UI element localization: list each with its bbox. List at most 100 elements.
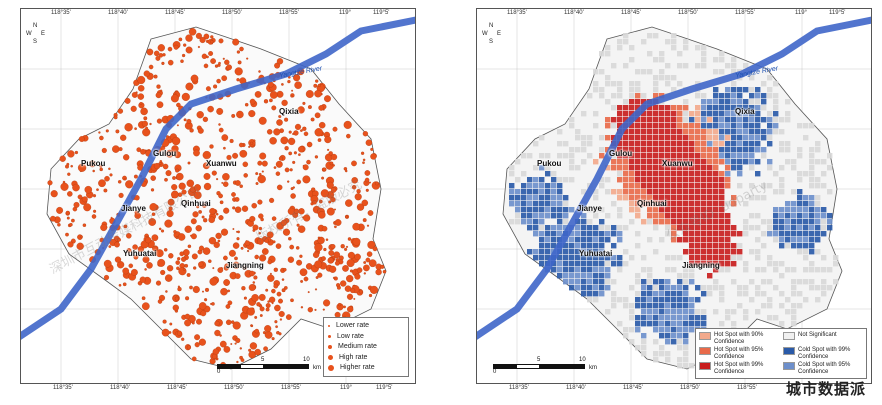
hotspot-cell (755, 105, 761, 111)
hotspot-cell (665, 195, 671, 201)
rate-dot (241, 286, 246, 291)
hotspot-cell (575, 255, 581, 261)
hotspot-cell (665, 75, 671, 81)
rate-dot (186, 179, 195, 188)
hotspot-cell (665, 183, 671, 189)
rate-dot (223, 255, 228, 261)
hotspot-cell (737, 123, 743, 129)
hotspot-cell (599, 279, 605, 285)
hotspot-cell (725, 63, 731, 69)
rate-dot (202, 290, 204, 293)
hotspot-cell (629, 123, 635, 129)
hotspot-cell (653, 123, 659, 129)
hotspot-cell (809, 225, 815, 231)
hotspot-cell (767, 129, 773, 135)
legend-hot95: Hot Spot with 95% Confidence (699, 347, 779, 360)
hotspot-cell (563, 219, 569, 225)
rate-dot (264, 325, 272, 333)
hotspot-cell (695, 255, 701, 261)
hotspot-cell (827, 225, 833, 231)
rate-dot (180, 59, 184, 63)
hotspot-cell (671, 315, 677, 321)
rate-dot (249, 342, 258, 350)
rate-dot (363, 264, 370, 272)
hotspot-cell (641, 111, 647, 117)
scale-zero: 0 (493, 369, 497, 375)
rate-dot (149, 203, 158, 211)
hotspot-cell (617, 105, 623, 111)
rate-dot (285, 314, 292, 320)
hotspot-cell (605, 231, 611, 237)
hotspot-cell (569, 207, 575, 213)
rate-dot (314, 288, 318, 291)
top-tick-6: 119°5' (829, 10, 846, 16)
hotspot-cell (701, 123, 707, 129)
hotspot-cell (695, 321, 701, 327)
hotspot-cell (521, 219, 527, 225)
hotspot-cell (827, 189, 833, 195)
rate-dot (91, 214, 97, 219)
hotspot-cell (701, 135, 707, 141)
rate-dot (100, 224, 108, 232)
hotspot-cell (593, 225, 599, 231)
rate-dot (209, 207, 216, 215)
hotspot-cell (635, 171, 641, 177)
hotspot-cell (749, 279, 755, 285)
hotspot-cell (815, 177, 821, 183)
hotspot-cell (587, 279, 593, 285)
rate-dot (246, 57, 249, 60)
hotspot-cell (653, 93, 659, 99)
hotspot-cell (569, 279, 575, 285)
hotspot-cell (641, 255, 647, 261)
rate-dot (297, 225, 306, 233)
hotspot-cell (725, 141, 731, 147)
hotspot-cell (677, 105, 683, 111)
hotspot-cell (575, 219, 581, 225)
rate-dot (137, 93, 145, 100)
hotspot-cell (713, 147, 719, 153)
hotspot-cell (743, 111, 749, 117)
hotspot-cell (695, 207, 701, 213)
hotspot-cell (641, 171, 647, 177)
rate-dot (167, 46, 173, 52)
rate-dot (205, 86, 211, 92)
hotspot-cell (575, 267, 581, 273)
hotspot-cell (671, 147, 677, 153)
hotspot-cell (719, 231, 725, 237)
hotspot-cell (623, 183, 629, 189)
rate-dot (169, 322, 173, 326)
rate-dot (99, 164, 103, 168)
hotspot-cell (629, 147, 635, 153)
hotspot-cell (755, 135, 761, 141)
hotspot-cell (683, 333, 689, 339)
hotspot-cell (797, 303, 803, 309)
rate-dot (148, 218, 157, 226)
hotspot-cell (623, 99, 629, 105)
hotspot-cell (827, 219, 833, 225)
rate-dot (173, 230, 177, 234)
hotspot-cell (743, 219, 749, 225)
hotspot-cell (683, 267, 689, 273)
hotspot-cell (779, 321, 785, 327)
hotspot-cell (701, 249, 707, 255)
rate-dot (108, 245, 112, 248)
hotspot-cell (713, 99, 719, 105)
hotspot-cell (623, 303, 629, 309)
hotspot-cell (653, 291, 659, 297)
hotspot-cell (785, 237, 791, 243)
rate-dot (216, 178, 219, 181)
rate-dot (375, 268, 382, 276)
rate-dot (248, 284, 256, 291)
hotspot-cell (527, 189, 533, 195)
hotspot-cell (689, 159, 695, 165)
hotspot-cell (707, 195, 713, 201)
hotspot-cell (821, 231, 827, 237)
hotspot-cell (647, 213, 653, 219)
hotspot-cell (695, 309, 701, 315)
rate-dot (73, 201, 80, 208)
hotspot-cell (701, 159, 707, 165)
hotspot-cell (731, 225, 737, 231)
hotspot-cell (581, 261, 587, 267)
hotspot-cell (791, 159, 797, 165)
hotspot-cell (539, 261, 545, 267)
